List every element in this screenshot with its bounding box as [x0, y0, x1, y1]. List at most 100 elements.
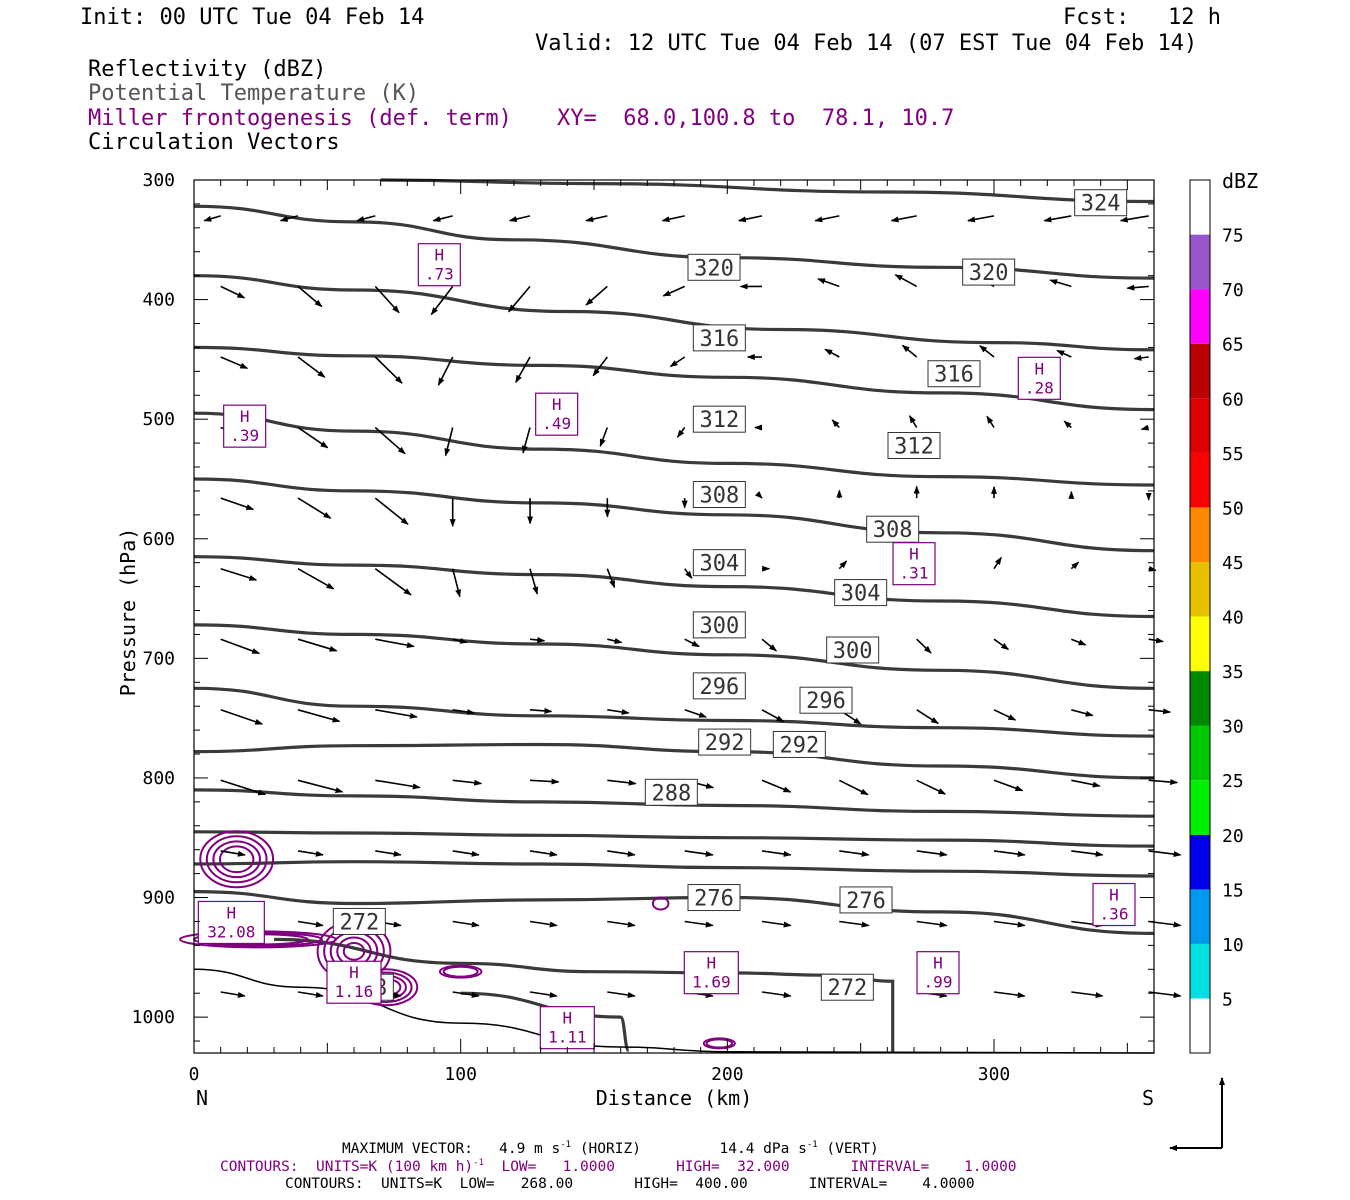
fronto-high-value: .28	[1025, 378, 1054, 397]
circulation-vector	[297, 638, 338, 652]
circulation-vector	[1119, 215, 1149, 223]
fronto-high-box	[1017, 356, 1061, 400]
fronto-high-box	[916, 951, 960, 995]
circulation-vector	[1049, 279, 1072, 288]
circulation-vector	[374, 285, 400, 314]
colorbar-level: 50	[1222, 498, 1244, 519]
valid-time: Valid: 12 UTC Tue 04 Feb 14 (07 EST Tue …	[535, 31, 1198, 56]
circulation-vector	[297, 356, 326, 378]
colorbar-level: 65	[1222, 335, 1244, 356]
theta-label-box	[820, 973, 874, 1001]
circulation-vector	[374, 497, 409, 525]
theta-label-box	[692, 549, 746, 577]
circulation-vector	[838, 779, 869, 796]
circulation-vector	[374, 426, 406, 455]
footer-theta-contours: CONTOURS: UNITS=K LOW= 268.00 HIGH= 400.…	[285, 1176, 975, 1192]
colorbar-level: 25	[1222, 771, 1244, 792]
colorbar-unit: dBZ	[1222, 169, 1258, 193]
fronto-high-marker: H	[933, 954, 943, 973]
circulation-vector	[761, 709, 785, 723]
circulation-vector	[529, 850, 558, 857]
theta-label-316: 316	[934, 363, 974, 388]
circulation-vector	[297, 850, 324, 857]
circulation-vector	[1071, 779, 1101, 788]
theta-label-292: 292	[779, 733, 819, 758]
colorbar-level: 20	[1222, 826, 1244, 847]
colorbar-level: 70	[1222, 280, 1244, 301]
colorbar-swatch	[1190, 180, 1210, 235]
circulation-vector	[916, 638, 932, 654]
circulation-vector	[607, 779, 637, 786]
circulation-vector	[297, 779, 344, 794]
circulation-vector	[662, 285, 686, 297]
circulation-vector	[817, 278, 840, 288]
colorbar-level: 30	[1222, 717, 1244, 738]
circulation-vector	[508, 215, 531, 223]
fronto-high-box	[1092, 882, 1136, 927]
circulation-vector	[220, 850, 246, 857]
colorbar-swatch	[1190, 234, 1210, 290]
circulation-vector	[824, 348, 840, 358]
theta-label-box	[826, 636, 880, 664]
circulation-vector	[901, 344, 918, 358]
theta-contour-272	[273, 937, 895, 1053]
theta-contour-292	[193, 742, 1155, 780]
theta-label-box	[834, 579, 888, 607]
circulation-vector	[916, 920, 948, 928]
fronto-high-value: .73	[425, 265, 454, 284]
fronto-high-box	[683, 951, 739, 995]
circulation-vector	[661, 215, 685, 223]
theta-contour-276	[193, 890, 1155, 935]
y-tick-label: 400	[142, 290, 175, 311]
circulation-vector	[1056, 349, 1072, 358]
fronto-high-box	[197, 900, 265, 945]
theta-contour-324	[380, 178, 1155, 204]
theta-label-box	[692, 405, 746, 433]
frontogenesis-contour	[218, 845, 255, 874]
colorbar-frame	[1189, 179, 1211, 1054]
theta-label-box	[839, 886, 893, 914]
theta-label-box	[1074, 189, 1128, 217]
fronto-high-marker: H	[227, 903, 237, 922]
colorbar-swatch	[1190, 834, 1210, 890]
field-theta: Potential Temperature (K)	[88, 81, 420, 106]
colorbar-level: 5	[1222, 989, 1233, 1010]
fronto-high-marker: H	[435, 246, 445, 265]
contour-labels: 324 320 320 316 316 312 312 308 308 304 304 300 300 2…	[197, 189, 1136, 1050]
circulation-vector	[297, 709, 341, 723]
fronto-high-box	[539, 1006, 595, 1050]
circulation-vector	[1148, 565, 1157, 572]
frontogenesis-contour	[438, 964, 483, 979]
field-vectors: Circulation Vectors	[88, 130, 340, 155]
circulation-vector	[967, 215, 995, 223]
colorbar: 5 10 15 20 25 30 35 40 45 50 55 60 65 70 75	[1189, 179, 1244, 1054]
frontogenesis-contour	[199, 830, 275, 889]
init-time: Init: 00 UTC Tue 04 Feb 14	[80, 5, 425, 30]
circulation-vector	[979, 345, 995, 358]
circulation-vector	[916, 709, 939, 725]
fronto-high-value: 1.69	[692, 973, 731, 992]
field-reflectivity: Reflectivity (dBZ)	[88, 57, 327, 82]
theta-label-box	[887, 431, 941, 459]
theta-label-box	[692, 672, 746, 700]
circulation-vector	[993, 779, 1024, 792]
circulation-vector	[220, 356, 249, 370]
circulation-vector	[585, 285, 608, 306]
circulation-vector	[684, 709, 708, 718]
forecast-label: Fcst:	[1063, 5, 1130, 30]
theta-label-312: 312	[894, 434, 934, 459]
circulation-vector	[452, 991, 480, 998]
circulation-vector	[521, 427, 531, 454]
fronto-high-marker: H	[1035, 359, 1045, 378]
theta-label-300: 300	[833, 639, 873, 664]
theta-label-304: 304	[699, 552, 739, 577]
fronto-high-marker: H	[563, 1009, 573, 1028]
circulation-vector	[1070, 561, 1080, 570]
colorbar-swatch	[1190, 289, 1210, 344]
colorbar-swatch	[1190, 561, 1210, 617]
circulation-vector	[297, 920, 324, 928]
circulation-vector	[220, 638, 261, 655]
circulation-vector	[993, 638, 1010, 651]
circulation-vector	[761, 920, 792, 928]
